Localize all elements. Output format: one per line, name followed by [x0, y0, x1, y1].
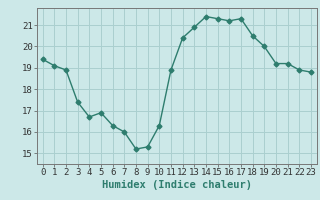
X-axis label: Humidex (Indice chaleur): Humidex (Indice chaleur)	[102, 180, 252, 190]
